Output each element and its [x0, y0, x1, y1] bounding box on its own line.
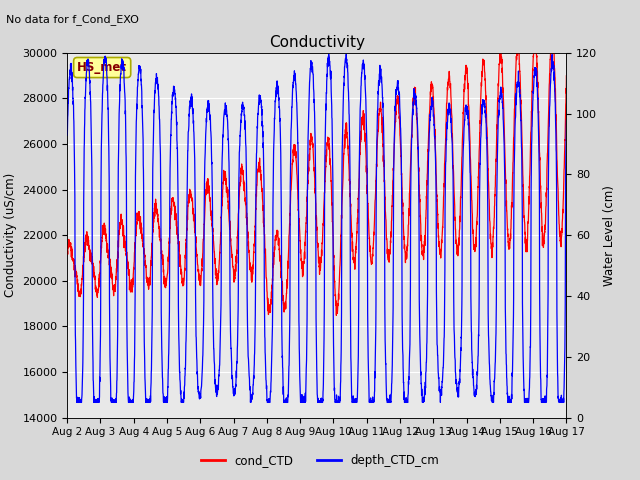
- Title: Conductivity: Conductivity: [269, 35, 365, 50]
- Text: No data for f_Cond_EXO: No data for f_Cond_EXO: [6, 14, 140, 25]
- Text: HS_met: HS_met: [77, 61, 127, 74]
- Y-axis label: Conductivity (uS/cm): Conductivity (uS/cm): [4, 173, 17, 297]
- Legend: cond_CTD, depth_CTD_cm: cond_CTD, depth_CTD_cm: [196, 449, 444, 472]
- Y-axis label: Water Level (cm): Water Level (cm): [603, 185, 616, 286]
